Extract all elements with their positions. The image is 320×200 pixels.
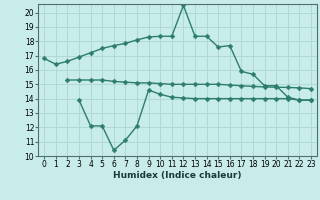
X-axis label: Humidex (Indice chaleur): Humidex (Indice chaleur): [113, 171, 242, 180]
